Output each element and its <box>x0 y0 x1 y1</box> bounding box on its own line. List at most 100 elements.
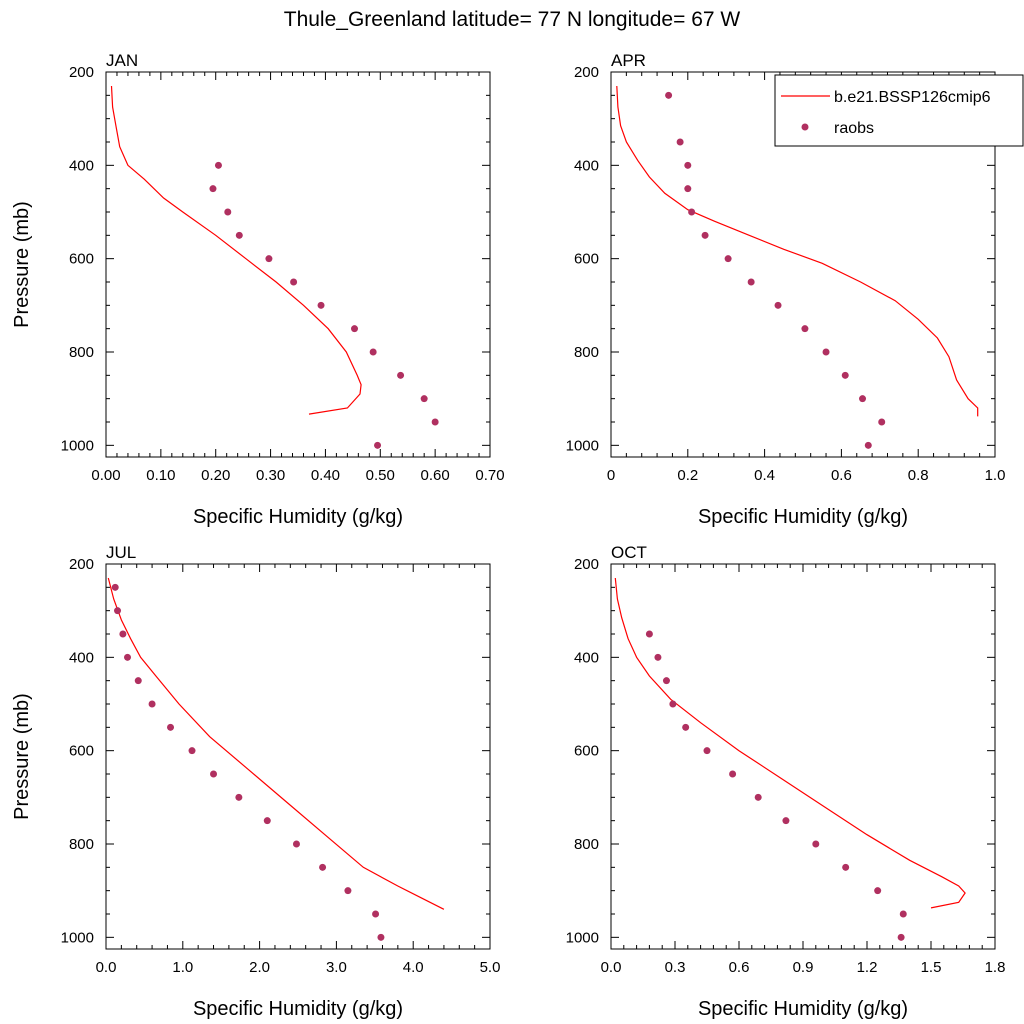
raobs-point <box>119 630 127 638</box>
raobs-point <box>290 278 298 286</box>
plot-frame <box>105 563 491 950</box>
y-tick-label: 400 <box>574 649 599 666</box>
x-tick-label: 0.2 <box>677 467 698 484</box>
legend-box <box>774 74 1024 147</box>
raobs-point <box>897 933 905 941</box>
x-tick-label: 0.50 <box>366 467 395 484</box>
raobs-point <box>124 653 132 661</box>
raobs-point <box>684 185 692 193</box>
x-tick-label: 4.0 <box>403 959 424 976</box>
x-tick-label: 0.8 <box>908 467 929 484</box>
y-tick-label: 200 <box>69 556 94 573</box>
legend-obs-label: raobs <box>834 120 874 137</box>
raobs-point <box>235 231 243 239</box>
raobs-point <box>210 770 218 778</box>
y-tick-label: 800 <box>69 344 94 361</box>
panel-apr: 0 0.2 0.4 0.6 0.8 1.0 200 400 600 800 1000 APR Speci… <box>566 51 1006 528</box>
x-tick-label: 2.0 <box>249 959 270 976</box>
legend-model-label: b.e21.BSSP126cmip6 <box>834 89 991 106</box>
raobs-point <box>235 793 243 801</box>
raobs-point <box>214 161 222 169</box>
x-tick-label: 0.0 <box>601 959 622 976</box>
x-tick-label: 1.5 <box>921 959 942 976</box>
raobs-point <box>111 583 119 591</box>
raobs-point <box>167 723 175 731</box>
raobs-point <box>662 677 670 685</box>
raobs-point <box>801 325 809 333</box>
y-tick-label: 600 <box>69 743 94 760</box>
raobs-point <box>654 653 662 661</box>
raobs-point <box>645 630 653 638</box>
raobs-point <box>688 208 696 216</box>
raobs-point <box>747 278 755 286</box>
x-tick-label: 1.0 <box>172 959 193 976</box>
y-tick-label: 1000 <box>61 929 94 946</box>
model-profile-line <box>107 577 445 910</box>
plot-frame <box>610 71 996 458</box>
y-tick-label: 800 <box>574 344 599 361</box>
raobs-point <box>724 255 732 263</box>
panel-title: JAN <box>106 51 138 70</box>
raobs-point <box>842 863 850 871</box>
x-tick-label: 0.70 <box>475 467 504 484</box>
raobs-point <box>859 395 867 403</box>
x-tick-label: 5.0 <box>480 959 501 976</box>
x-tick-label: 0.00 <box>91 467 120 484</box>
raobs-point <box>374 441 382 449</box>
panel-oct: 0.0 0.3 0.6 0.9 1.2 1.5 1.8 200 400 600 800 1000 OCT… <box>566 543 1006 1020</box>
raobs-point <box>729 770 737 778</box>
raobs-point <box>684 161 692 169</box>
legend-obs-marker <box>801 123 809 131</box>
panel-title: JUL <box>106 543 136 562</box>
raobs-point <box>265 255 273 263</box>
y-axis-label: Pressure (mb) <box>11 693 33 820</box>
model-profile-line <box>614 577 966 909</box>
raobs-point <box>317 301 325 309</box>
raobs-point <box>397 371 405 379</box>
y-tick-label: 600 <box>69 251 94 268</box>
raobs-point <box>669 700 677 708</box>
raobs-point <box>263 817 271 825</box>
x-axis-label: Specific Humidity (g/kg) <box>698 998 908 1020</box>
y-tick-label: 400 <box>69 157 94 174</box>
x-axis-label: Specific Humidity (g/kg) <box>193 998 403 1020</box>
x-tick-label: 0.20 <box>201 467 230 484</box>
raobs-point <box>841 371 849 379</box>
y-tick-label: 600 <box>574 743 599 760</box>
raobs-point <box>377 933 385 941</box>
x-tick-label: 0.3 <box>665 959 686 976</box>
raobs-point <box>319 863 327 871</box>
y-tick-label: 400 <box>574 157 599 174</box>
y-tick-label: 200 <box>574 64 599 81</box>
plot-frame <box>610 563 996 950</box>
y-tick-label: 1000 <box>566 929 599 946</box>
y-tick-label: 400 <box>69 649 94 666</box>
panel-jan: 0.00 0.10 0.20 0.30 0.40 0.50 0.60 0.70 200 400 60… <box>11 51 505 528</box>
raobs-point <box>369 348 377 356</box>
x-tick-label: 0.10 <box>146 467 175 484</box>
raobs-point <box>114 607 122 615</box>
y-tick-label: 200 <box>69 64 94 81</box>
panel-jul: 0.0 1.0 2.0 3.0 4.0 5.0 200 400 600 800 1000 JUL Spe… <box>11 543 500 1020</box>
raobs-point <box>878 418 886 426</box>
raobs-point <box>782 817 790 825</box>
raobs-point <box>665 91 673 99</box>
model-profile-line <box>110 85 362 415</box>
y-tick-label: 1000 <box>566 437 599 454</box>
panel-title: APR <box>611 51 646 70</box>
panels: 0.00 0.10 0.20 0.30 0.40 0.50 0.60 0.7020040060… <box>11 51 1005 1020</box>
raobs-point <box>372 910 380 918</box>
y-tick-label: 1000 <box>61 437 94 454</box>
raobs-point <box>292 840 300 848</box>
plot-frame <box>105 71 491 458</box>
x-tick-label: 1.2 <box>857 959 878 976</box>
raobs-point <box>754 793 762 801</box>
x-tick-label: 0 <box>607 467 615 484</box>
x-tick-label: 0.0 <box>96 959 117 976</box>
x-tick-label: 0.60 <box>421 467 450 484</box>
model-profile-line <box>616 85 979 417</box>
raobs-point <box>676 138 684 146</box>
raobs-point <box>188 747 196 755</box>
x-tick-label: 1.0 <box>985 467 1006 484</box>
